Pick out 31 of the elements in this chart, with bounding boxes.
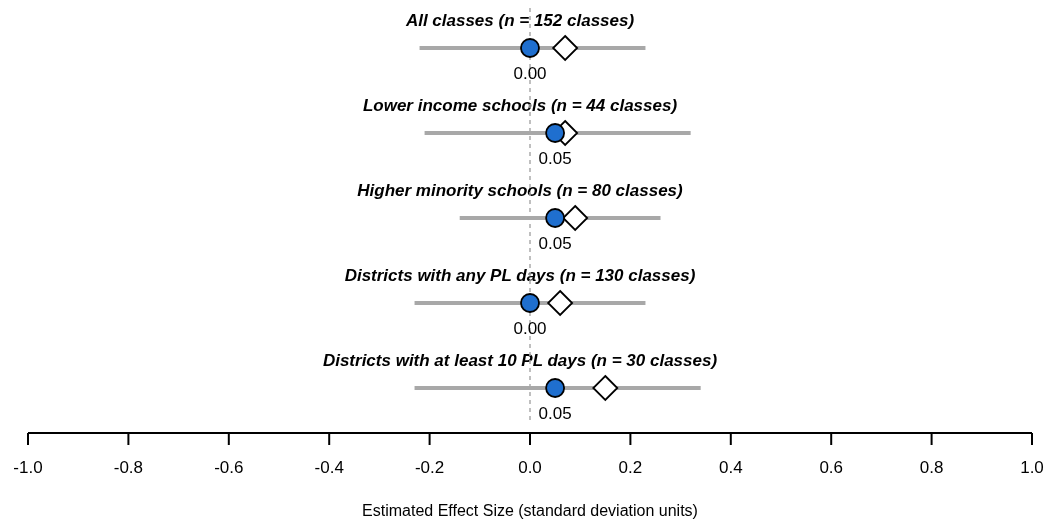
x-tick-label: 1.0 — [1020, 458, 1044, 477]
point — [545, 378, 565, 398]
x-tick-label: -0.2 — [414, 458, 445, 477]
data-label: 0.00 — [513, 64, 547, 83]
point — [592, 375, 619, 401]
data-label: 0.05 — [538, 149, 572, 168]
point — [562, 205, 589, 231]
y-tick-label: Lower income schools (n = 44 classes) — [362, 96, 678, 115]
point — [547, 290, 574, 316]
x-tick-label: -0.8 — [113, 458, 144, 477]
point — [545, 123, 565, 143]
y-tick-label: Districts with at least 10 PL days (n = 30 classes) — [322, 351, 718, 370]
x-tick-label: -0.6 — [214, 458, 244, 477]
x-tick-label: -1.0 — [13, 458, 43, 477]
x-tick-label: 0.4 — [718, 458, 743, 477]
x-tick-label: -0.4 — [314, 458, 344, 477]
data-label: 0.05 — [538, 404, 572, 423]
x-axis-title: Estimated Effect Size (standard deviation units) — [362, 502, 698, 519]
x-tick-label: 0.2 — [618, 458, 643, 477]
x-tick-label: 0.6 — [819, 458, 844, 477]
y-tick-label: Districts with any PL days (n = 130 classes) — [344, 266, 696, 285]
point — [520, 38, 540, 58]
data-label: 0.05 — [538, 234, 572, 253]
point — [520, 293, 540, 313]
point — [552, 35, 579, 61]
point — [545, 208, 565, 228]
y-tick-label: All classes (n = 152 classes) — [404, 11, 635, 30]
data-label: 0.00 — [513, 319, 547, 338]
x-tick-label: 0.0 — [518, 458, 542, 477]
x-tick-label: 0.8 — [919, 458, 944, 477]
y-tick-label: Higher minority schools (n = 80 classes) — [357, 181, 684, 200]
